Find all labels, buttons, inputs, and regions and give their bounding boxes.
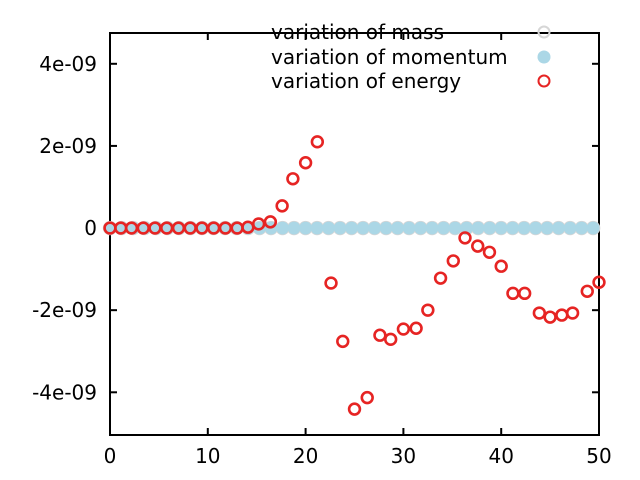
data-point-energy [298, 156, 313, 170]
y-tick-label: -2e-09 [32, 298, 97, 322]
data-point-momentum [575, 221, 589, 235]
data-point-energy [580, 284, 594, 298]
data-point-momentum [552, 221, 566, 235]
data-point-momentum [529, 221, 543, 235]
data-point-energy [383, 332, 398, 347]
legend-item-momentum: variation of momentum [271, 45, 571, 70]
data-point-momentum [345, 221, 358, 235]
x-tick-label: 0 [104, 444, 117, 468]
data-point-momentum [494, 221, 508, 235]
data-point-energy [263, 215, 278, 229]
data-point-momentum [483, 221, 497, 235]
data-point-energy [494, 259, 508, 273]
data-point-energy [555, 308, 569, 322]
x-tick-label: 50 [586, 444, 611, 468]
data-point-momentum [517, 221, 531, 235]
data-point-momentum [540, 221, 554, 235]
data-point-momentum [379, 221, 393, 235]
data-point-energy [532, 306, 547, 320]
data-point-momentum [586, 221, 600, 235]
data-point-energy [421, 303, 435, 317]
data-point-momentum [414, 221, 427, 235]
data-point-energy [482, 245, 497, 259]
x-tick-label: 40 [488, 444, 513, 468]
legend-label-mass: variation of mass [271, 20, 445, 44]
legend-item-energy: variation of energy [271, 69, 571, 94]
data-point-energy [433, 271, 448, 285]
data-point-energy [592, 275, 606, 289]
data-point-energy [543, 310, 557, 324]
data-point-energy [373, 328, 387, 342]
filled-circle-marker-icon [537, 50, 551, 64]
x-tick-label: 10 [195, 444, 220, 468]
open-circle-marker-icon [537, 25, 551, 39]
data-point-energy [310, 135, 325, 149]
data-point-momentum [437, 221, 450, 235]
data-point-momentum [276, 221, 289, 235]
legend-item-mass: variation of mass [271, 20, 571, 45]
data-point-momentum [391, 221, 404, 235]
data-point-momentum [460, 221, 473, 235]
y-tick-label: 4e-09 [39, 52, 97, 76]
data-point-momentum [506, 221, 520, 235]
data-point-energy [324, 276, 338, 290]
legend-label-energy: variation of energy [271, 69, 462, 93]
data-point-momentum [471, 221, 485, 235]
y-tick-label: 2e-09 [39, 134, 97, 158]
data-point-energy [275, 199, 289, 213]
open-circle-marker-icon [537, 74, 551, 88]
data-point-energy [347, 402, 362, 416]
data-point-momentum [310, 221, 324, 235]
y-tick-label: -4e-09 [32, 380, 97, 404]
data-point-momentum [368, 221, 381, 235]
x-tick-label: 30 [391, 444, 416, 468]
data-point-energy [396, 322, 411, 336]
legend: variation of mass variation of momentum … [271, 20, 571, 94]
data-point-energy [517, 286, 532, 301]
data-point-momentum [322, 221, 335, 235]
data-point-momentum [563, 221, 577, 235]
x-tick-label: 20 [293, 444, 318, 468]
data-point-energy [506, 286, 520, 301]
data-point-energy [471, 239, 485, 253]
data-point-momentum [299, 221, 312, 235]
legend-label-momentum: variation of momentum [271, 44, 508, 69]
data-point-energy [409, 321, 423, 335]
data-point-momentum [425, 221, 439, 235]
data-point-momentum [287, 221, 301, 235]
data-point-energy [336, 334, 350, 349]
data-point-momentum [448, 221, 462, 235]
data-point-energy [458, 231, 472, 245]
data-point-energy [286, 172, 300, 186]
data-point-energy [360, 390, 374, 405]
data-point-energy [565, 306, 580, 320]
y-tick-label: 0 [84, 216, 97, 240]
data-point-momentum [333, 221, 347, 235]
data-point-momentum [402, 221, 416, 235]
data-point-momentum [356, 221, 370, 235]
data-point-energy [446, 254, 460, 268]
